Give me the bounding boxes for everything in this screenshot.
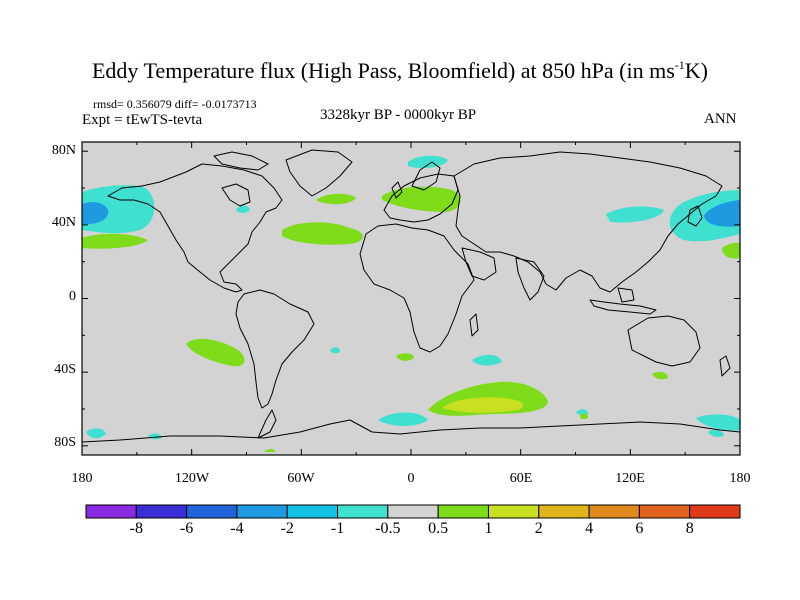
anomaly-neg-atl xyxy=(236,205,250,213)
colorbar-label: 4 xyxy=(585,520,594,537)
lat-label-eq: 0 xyxy=(69,289,76,304)
coast-north-america xyxy=(107,163,283,293)
colorbar-box xyxy=(236,504,288,519)
anomaly-neg-south-8 xyxy=(330,347,340,354)
coast-india xyxy=(515,257,545,301)
anomaly-pos-small-1 xyxy=(580,413,588,420)
anomaly-neg-south-1 xyxy=(378,412,428,426)
plot-title: Eddy Temperature flux (High Pass, Bloomf… xyxy=(91,58,708,83)
anomaly-neg-south-2 xyxy=(472,354,502,366)
axis-ticks xyxy=(81,142,741,455)
lon-label-0: 0 xyxy=(407,471,415,486)
colorbar-box xyxy=(85,504,137,519)
coast-new-zealand xyxy=(719,355,731,377)
anomaly-neg-south-7 xyxy=(708,429,724,437)
anomaly-neg-south-4 xyxy=(86,428,106,439)
colorbar-box xyxy=(135,504,188,519)
anomaly-neg-npac-east-core xyxy=(704,200,740,227)
colorbar-label: -4 xyxy=(230,520,244,537)
coast-south-america xyxy=(235,289,315,409)
anomaly-pos-atl-north xyxy=(316,193,356,205)
colorbar-box xyxy=(487,504,540,519)
anomaly-pos-spac xyxy=(186,338,245,367)
anomaly-neg-china xyxy=(606,206,664,223)
coast-europe xyxy=(383,173,459,223)
lat-label-80n: 80N xyxy=(51,143,76,158)
coast-greenland xyxy=(285,149,353,197)
colorbar-box xyxy=(588,504,640,519)
colorbar-box xyxy=(538,504,590,519)
coast-asia xyxy=(453,151,723,293)
colorbar-box xyxy=(437,504,489,519)
colorbar xyxy=(85,504,741,519)
lat-label-40n: 40N xyxy=(51,215,76,230)
lon-label-180e: 180 xyxy=(729,471,751,486)
anomaly-pos-npac-west xyxy=(82,233,148,249)
coast-antarctic-peninsula xyxy=(257,409,277,439)
anomaly-pos-satl-small xyxy=(396,353,414,361)
coast-antarctica xyxy=(81,419,741,443)
lat-label-40s: 40S xyxy=(54,362,76,377)
time-period-label: 3328kyr BP - 0000kyr BP xyxy=(320,107,477,123)
colorbar-box xyxy=(286,504,339,519)
anomaly-neg-south-3 xyxy=(696,414,740,431)
anomaly-pos-southern-ocean-core xyxy=(442,397,524,413)
anomaly-pos-natl xyxy=(282,222,363,245)
anomaly-fields xyxy=(82,155,740,452)
colorbar-box xyxy=(689,504,741,519)
coast-madagascar xyxy=(469,313,479,337)
coast-borneo xyxy=(617,287,635,303)
lon-label-60e: 60E xyxy=(509,471,533,486)
colorbar-label: 8 xyxy=(685,520,694,537)
season-label: ANN xyxy=(704,111,737,127)
anomaly-neg-npac-west-core xyxy=(82,202,109,224)
lon-label-180w: 180 xyxy=(71,471,93,486)
colorbar-label: -2 xyxy=(280,520,294,537)
colorbar-label: -0.5 xyxy=(375,520,401,537)
coast-australia xyxy=(627,315,701,367)
anomaly-pos-sio-small xyxy=(652,371,668,380)
coast-hudson-bay xyxy=(221,183,251,207)
coast-britain xyxy=(391,181,403,199)
coast-africa xyxy=(359,223,475,353)
lon-label-60w: 60W xyxy=(287,471,315,486)
experiment-label: Expt = tEwTS-tevta xyxy=(82,112,203,128)
anomaly-pos-small-2 xyxy=(264,449,276,452)
colorbar-box xyxy=(387,504,439,519)
colorbar-label: -6 xyxy=(179,520,194,537)
coast-arctic-islands xyxy=(213,151,269,171)
coast-scandinavia xyxy=(411,161,441,191)
colorbar-label: 0.5 xyxy=(428,520,449,537)
lat-label-80s: 80S xyxy=(54,435,76,450)
coast-japan xyxy=(687,205,703,227)
coast-arabia xyxy=(461,247,497,281)
anomaly-neg-arctic xyxy=(408,155,448,168)
coastlines xyxy=(81,149,741,443)
colorbar-box xyxy=(186,504,238,519)
colorbar-label: -1 xyxy=(330,520,345,537)
colorbar-label: 6 xyxy=(635,520,644,537)
anomaly-pos-npac-east xyxy=(722,242,740,259)
colorbar-box xyxy=(638,504,691,519)
colorbar-label: 1 xyxy=(484,520,493,537)
rmsd-diff-stats: rmsd= 0.356079 diff= -0.0173713 xyxy=(93,97,257,111)
colorbar-box xyxy=(337,504,389,519)
colorbar-label: -8 xyxy=(129,520,143,537)
coast-indonesia xyxy=(589,299,657,315)
lon-label-120e: 120E xyxy=(615,471,645,486)
lon-label-120w: 120W xyxy=(174,471,210,486)
colorbar-label: 2 xyxy=(534,520,543,537)
